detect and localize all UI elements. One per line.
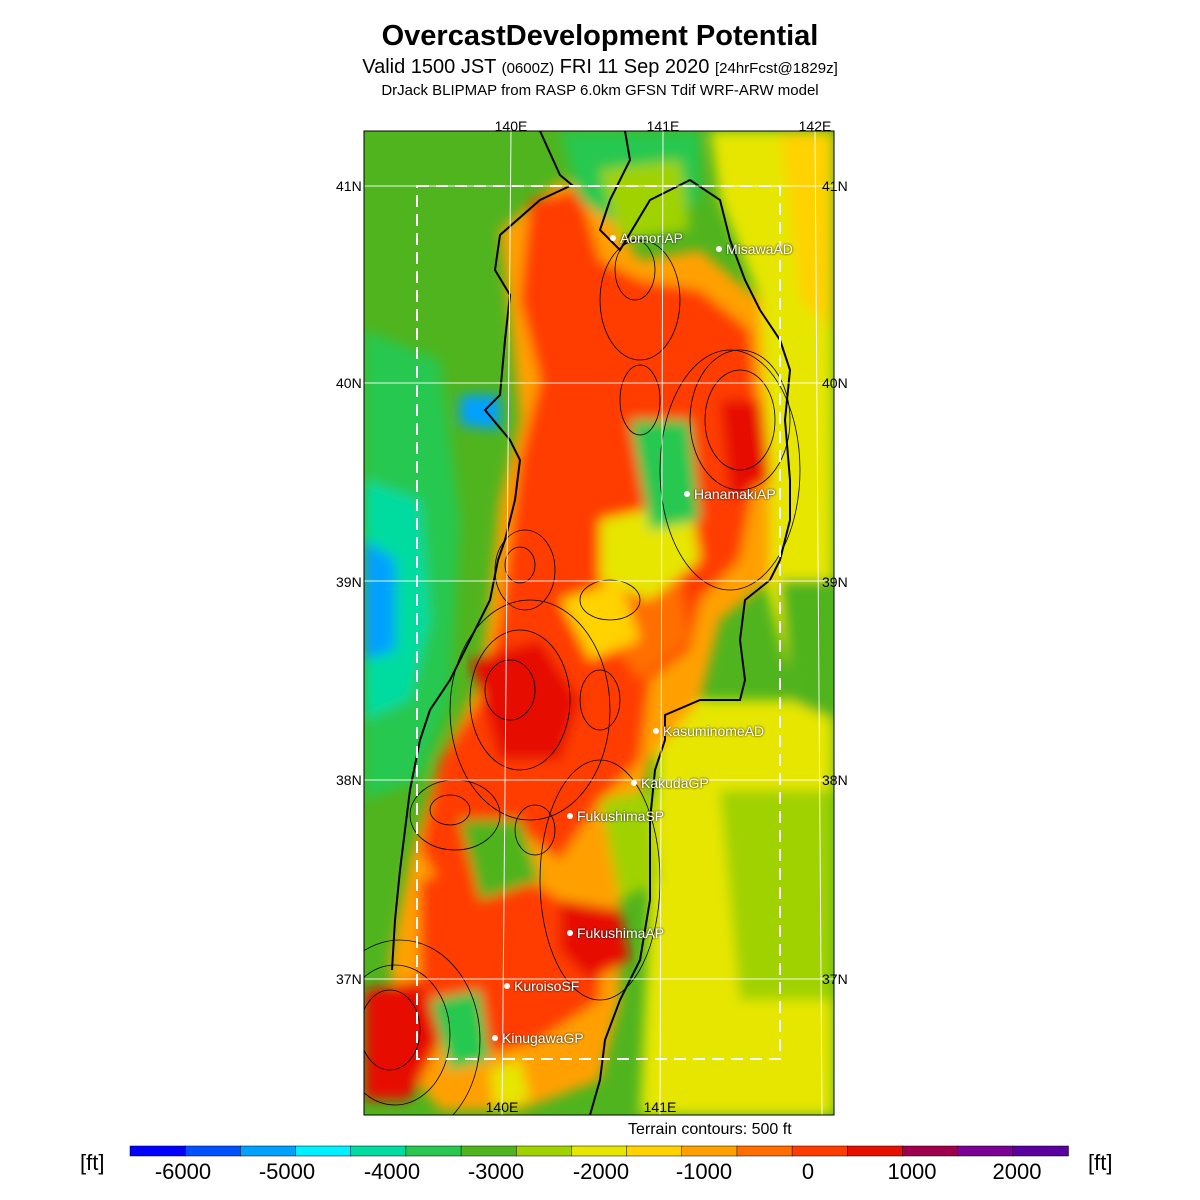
west-coastline (391, 131, 574, 971)
station-label: KinugawaGP (502, 1030, 584, 1046)
lat-label-40N: 40N (336, 375, 362, 391)
lat-label-right-40N: 40N (822, 375, 848, 391)
valid-prefix: Valid 1500 JST (362, 56, 497, 78)
lon-label-bottom-141E: 141E (643, 1099, 677, 1115)
station-label: KasuminomeAD (663, 723, 765, 739)
map-frame (363, 130, 835, 1116)
colorbar-tick-label: -3000 (467, 1159, 525, 1184)
station-dot (631, 780, 637, 786)
station-dot (684, 491, 690, 497)
map-field (364, 131, 834, 1115)
station-label: HanamakiAP (694, 486, 776, 502)
forecast-info: [24hrFcst@1829z] (714, 60, 838, 77)
station-label: AomoriAP (620, 230, 684, 246)
colorbar-unit-left: [ft] (80, 1150, 105, 1175)
lon-label-bottom-140E: 140E (485, 1099, 519, 1115)
lat-label-right-37N: 37N (822, 971, 848, 987)
station-label: KakudaGP (641, 775, 709, 791)
colorbar-tick-label: -4000 (363, 1159, 421, 1184)
lat-label-right-41N: 41N (822, 178, 848, 194)
field-shading (364, 131, 834, 1115)
terrain-contour-note: Terrain contours: 500 ft (628, 1121, 792, 1138)
colorbar-tick-label: -6000 (154, 1159, 212, 1184)
lon-label-140E: 140E (494, 118, 528, 134)
lat-label-38N: 38N (336, 772, 362, 788)
station-dot (716, 246, 722, 252)
colorbar-tick-label: -1000 (675, 1159, 733, 1184)
station-label: FukushimaAP (577, 925, 665, 941)
lat-label-right-38N: 38N (822, 772, 848, 788)
lat-label-41N: 41N (336, 178, 362, 194)
station-dot (610, 235, 616, 241)
lat-label-39N: 39N (336, 574, 362, 590)
map-title: OvercastDevelopment Potential (381, 20, 819, 52)
station-label: KuroisoSF (514, 978, 580, 994)
model-line: DrJack BLIPMAP from RASP 6.0km GFSN Tdif… (381, 82, 819, 99)
colorbar-tick-label: -5000 (258, 1159, 316, 1184)
terrain-contours (364, 239, 801, 1115)
colorbar-tick-label: 0 (801, 1159, 815, 1184)
colorbar-tick-label: 1000 (887, 1159, 937, 1184)
station-dot (567, 813, 573, 819)
station-dot (504, 983, 510, 989)
station-dot (492, 1035, 498, 1041)
utc-time: (0600Z) (501, 60, 555, 77)
station-dot (567, 930, 573, 936)
valid-time-line: Valid 1500 JST (0600Z) FRI 11 Sep 2020 [… (0, 56, 1200, 79)
colorbar-tick-label: -2000 (572, 1159, 630, 1184)
lon-label-142E: 142E (798, 118, 832, 134)
station-dot (653, 728, 659, 734)
lon-label-141E: 141E (646, 118, 680, 134)
east-coastline (589, 131, 792, 1115)
lat-label-right-39N: 39N (822, 574, 848, 590)
inner-domain-box (416, 185, 781, 1060)
valid-date: FRI 11 Sep 2020 (559, 56, 710, 78)
station-label: MisawaAD (726, 241, 793, 257)
colorbar-unit-right: [ft] (1088, 1150, 1113, 1175)
station-label: FukushimaSP (577, 808, 665, 824)
lat-label-37N: 37N (336, 971, 362, 987)
colorbar-tick-label: 2000 (992, 1159, 1042, 1184)
